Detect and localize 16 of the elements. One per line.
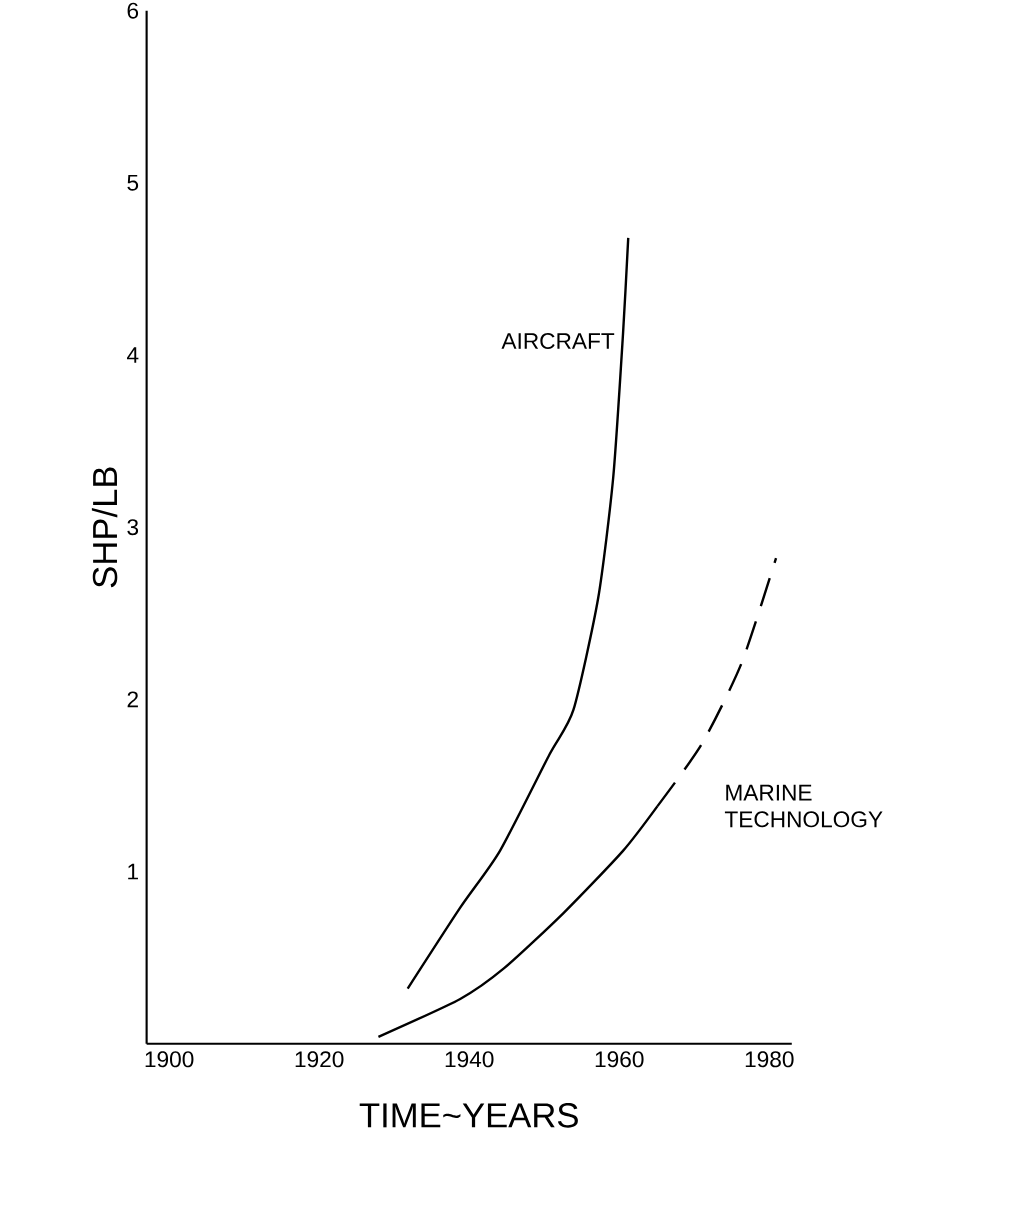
y-tick-label: 4 bbox=[126, 347, 139, 363]
x-tick-label: 1920 bbox=[295, 1051, 344, 1068]
x-tick-label: 1980 bbox=[745, 1051, 794, 1068]
text: MARINE TECHNOLOGY bbox=[724, 784, 883, 828]
y-axis-title: SHP/LB bbox=[91, 467, 118, 588]
x-axis-title: TIME~YEARS bbox=[359, 1103, 578, 1128]
y-tick-label: 5 bbox=[127, 174, 139, 191]
y-tick-label: 2 bbox=[127, 691, 138, 708]
y-tick-label: 1 bbox=[128, 863, 138, 880]
x-tick-label: 1940 bbox=[445, 1051, 494, 1068]
x-tick-label: 1900 bbox=[145, 1051, 194, 1068]
y-tick-label: 6 bbox=[127, 2, 139, 19]
y-tick-label: 3 bbox=[127, 519, 139, 536]
line-series bbox=[406, 236, 630, 990]
series-label: AIRCRAFT bbox=[501, 332, 615, 350]
x-tick-label: 1960 bbox=[595, 1051, 644, 1068]
